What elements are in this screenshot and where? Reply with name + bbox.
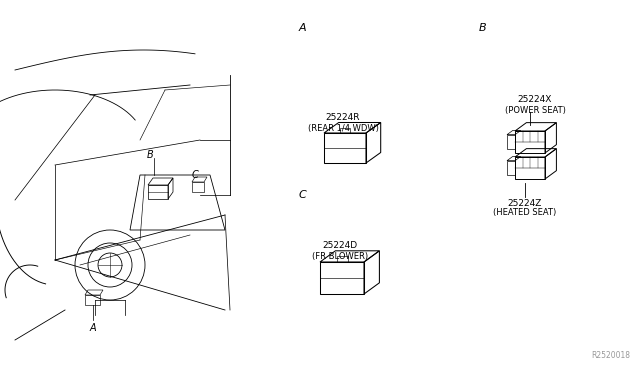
Text: C: C <box>191 170 198 180</box>
Text: A: A <box>90 323 96 333</box>
Text: A: A <box>298 23 306 33</box>
Text: (HEATED SEAT): (HEATED SEAT) <box>493 208 557 218</box>
Text: C: C <box>298 190 306 200</box>
Text: 25224Z: 25224Z <box>508 199 542 208</box>
Text: 25224X: 25224X <box>518 96 552 105</box>
Text: 25224D: 25224D <box>323 241 358 250</box>
Text: R2520018: R2520018 <box>591 350 630 359</box>
Text: (POWER SEAT): (POWER SEAT) <box>504 106 565 115</box>
Text: (FR BLOWER): (FR BLOWER) <box>312 251 368 260</box>
Text: 25224R: 25224R <box>326 113 360 122</box>
Text: B: B <box>479 23 487 33</box>
Text: (REAR 1/4 WDW): (REAR 1/4 WDW) <box>308 124 378 132</box>
Text: B: B <box>147 150 154 160</box>
